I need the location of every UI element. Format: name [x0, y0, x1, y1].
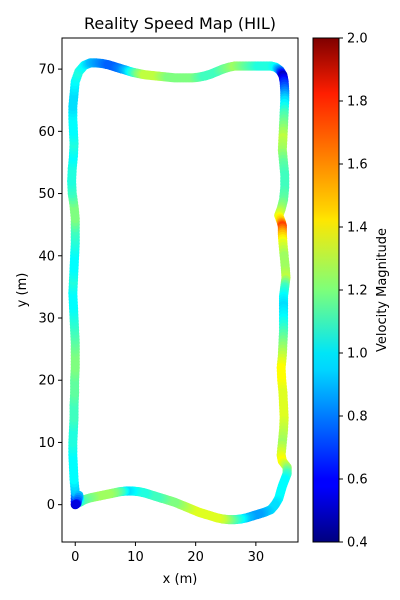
data-point: [71, 499, 81, 509]
colorbar-tick-label: 1.0: [347, 347, 368, 362]
plot-frame: [61, 37, 299, 543]
colorbar-tick-label: 1.4: [347, 221, 368, 236]
y-tick-label: 40: [38, 249, 55, 264]
y-tick-label: 30: [38, 312, 55, 327]
colorbar-tick-label: 1.8: [347, 95, 368, 110]
y-axis-ticks: 0 10 20 30 40 50 60 70: [38, 63, 62, 513]
chart-title: Reality Speed Map (HIL): [84, 14, 276, 33]
colorbar-tick-label: 0.8: [347, 410, 368, 425]
y-tick-label: 10: [38, 436, 55, 451]
colorbar-tick-label: 0.4: [347, 536, 368, 551]
y-tick-label: 0: [47, 498, 55, 513]
x-tick-label: 0: [71, 550, 79, 565]
colorbar-ticks: 0.4 0.6 0.8 1.0 1.2 1.4 1.6 1.8 2.0: [339, 32, 368, 551]
y-tick-label: 50: [38, 187, 55, 202]
colorbar-label: Velocity Magnitude: [375, 228, 390, 352]
colorbar-tick-label: 1.2: [347, 284, 368, 299]
y-tick-label: 70: [38, 63, 55, 78]
scatter-points: [67, 58, 292, 525]
x-axis-label: x (m): [163, 572, 198, 587]
colorbar: [313, 38, 339, 542]
y-axis-label: y (m): [15, 273, 30, 308]
colorbar-tick-label: 1.6: [347, 158, 368, 173]
y-tick-label: 20: [38, 374, 55, 389]
x-tick-label: 20: [187, 550, 204, 565]
x-tick-label: 30: [248, 550, 265, 565]
x-tick-label: 10: [127, 550, 144, 565]
x-axis-ticks: 0 10 20 30: [71, 542, 264, 565]
colorbar-tick-label: 0.6: [347, 473, 368, 488]
y-tick-label: 60: [38, 125, 55, 140]
colorbar-tick-label: 2.0: [347, 32, 368, 47]
